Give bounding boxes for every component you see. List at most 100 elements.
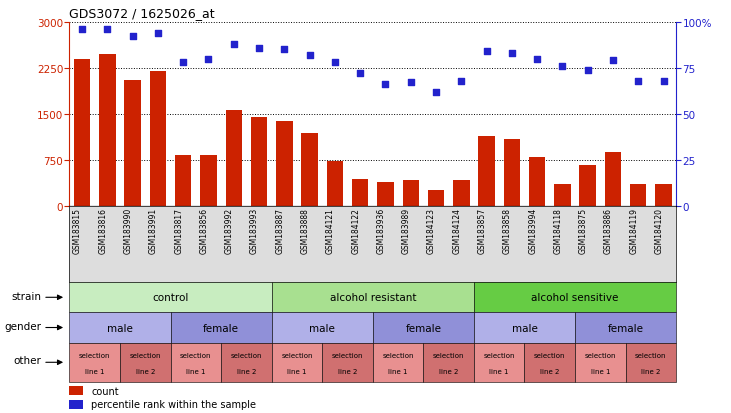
Bar (272, 343, 322, 382)
Text: strain: strain (12, 291, 42, 301)
Bar (69, 387, 83, 395)
Bar (170, 313, 272, 343)
Text: alcohol resistant: alcohol resistant (330, 292, 416, 303)
Text: selection: selection (483, 352, 515, 358)
Text: line 1: line 1 (287, 368, 307, 374)
Bar (200, 155, 216, 206)
Text: GSM184122: GSM184122 (351, 208, 360, 254)
Text: GSM183857: GSM183857 (477, 208, 487, 254)
Bar (373, 313, 474, 343)
Point (430, 89, 442, 96)
Text: alcohol sensitive: alcohol sensitive (531, 292, 618, 303)
Bar (453, 181, 469, 206)
Bar (226, 111, 242, 206)
Bar (605, 152, 621, 206)
Text: line 2: line 2 (439, 368, 458, 374)
Bar (322, 343, 373, 382)
Bar (478, 137, 495, 206)
Text: count: count (91, 386, 119, 396)
Text: selection: selection (635, 352, 667, 358)
Bar (554, 184, 571, 206)
Bar (575, 343, 626, 382)
Text: GDS3072 / 1625026_at: GDS3072 / 1625026_at (69, 7, 215, 20)
Text: GSM183991: GSM183991 (149, 208, 158, 254)
Text: GSM184123: GSM184123 (427, 208, 436, 254)
Text: GSM184120: GSM184120 (654, 208, 664, 254)
Text: selection: selection (180, 352, 211, 358)
Text: GSM183989: GSM183989 (402, 208, 411, 254)
Text: GSM183994: GSM183994 (528, 208, 537, 254)
Text: line 1: line 1 (186, 368, 205, 374)
Text: selection: selection (281, 352, 313, 358)
Bar (352, 179, 368, 206)
Bar (575, 313, 676, 343)
Point (481, 49, 493, 55)
Text: GSM184124: GSM184124 (452, 208, 461, 254)
Text: male: male (309, 323, 336, 333)
Point (279, 47, 290, 54)
Text: selection: selection (534, 352, 566, 358)
Text: female: female (406, 323, 442, 333)
Point (405, 80, 417, 87)
Bar (626, 343, 676, 382)
Text: GSM183815: GSM183815 (73, 208, 82, 254)
Text: line 2: line 2 (135, 368, 155, 374)
Text: GSM183887: GSM183887 (276, 208, 284, 254)
Text: other: other (14, 356, 42, 366)
Bar (69, 343, 120, 382)
Point (506, 50, 518, 57)
Text: selection: selection (79, 352, 110, 358)
Bar (403, 180, 419, 206)
Bar (474, 282, 676, 313)
Point (228, 41, 240, 48)
Text: line 2: line 2 (237, 368, 256, 374)
Text: line 2: line 2 (540, 368, 559, 374)
Point (379, 82, 391, 88)
Bar (428, 190, 444, 206)
Text: GSM184119: GSM184119 (629, 208, 638, 254)
Text: line 1: line 1 (85, 368, 105, 374)
Point (355, 71, 366, 77)
Point (531, 56, 543, 63)
Point (152, 31, 164, 37)
Text: selection: selection (433, 352, 464, 358)
Point (304, 52, 316, 59)
Bar (69, 313, 170, 343)
Point (102, 27, 113, 33)
Bar (221, 343, 272, 382)
Point (607, 58, 619, 64)
Text: control: control (152, 292, 189, 303)
Text: GSM183990: GSM183990 (124, 208, 132, 254)
Point (632, 78, 644, 85)
Text: GSM183936: GSM183936 (376, 208, 385, 254)
Text: gender: gender (4, 321, 42, 331)
Bar (301, 134, 318, 206)
Bar (150, 71, 166, 206)
Text: percentile rank within the sample: percentile rank within the sample (91, 399, 257, 409)
Bar (630, 184, 646, 206)
Text: GSM183817: GSM183817 (174, 208, 183, 254)
Bar (69, 400, 83, 409)
Text: female: female (203, 323, 239, 333)
Text: line 1: line 1 (490, 368, 509, 374)
Text: GSM183886: GSM183886 (604, 208, 613, 254)
Point (556, 64, 568, 70)
Bar (423, 343, 474, 382)
Bar (74, 59, 91, 206)
Bar (529, 158, 545, 206)
Bar (377, 182, 394, 206)
Point (202, 56, 214, 63)
Bar (327, 162, 343, 206)
Point (178, 60, 189, 66)
Point (126, 34, 138, 41)
Bar (373, 343, 423, 382)
Text: GSM183992: GSM183992 (224, 208, 234, 254)
Bar (120, 343, 170, 382)
Text: male: male (512, 323, 537, 333)
Text: GSM184121: GSM184121 (326, 208, 335, 254)
Bar (124, 81, 141, 206)
Point (253, 45, 265, 52)
Point (658, 78, 670, 85)
Text: GSM183856: GSM183856 (200, 208, 208, 254)
Point (582, 67, 594, 74)
